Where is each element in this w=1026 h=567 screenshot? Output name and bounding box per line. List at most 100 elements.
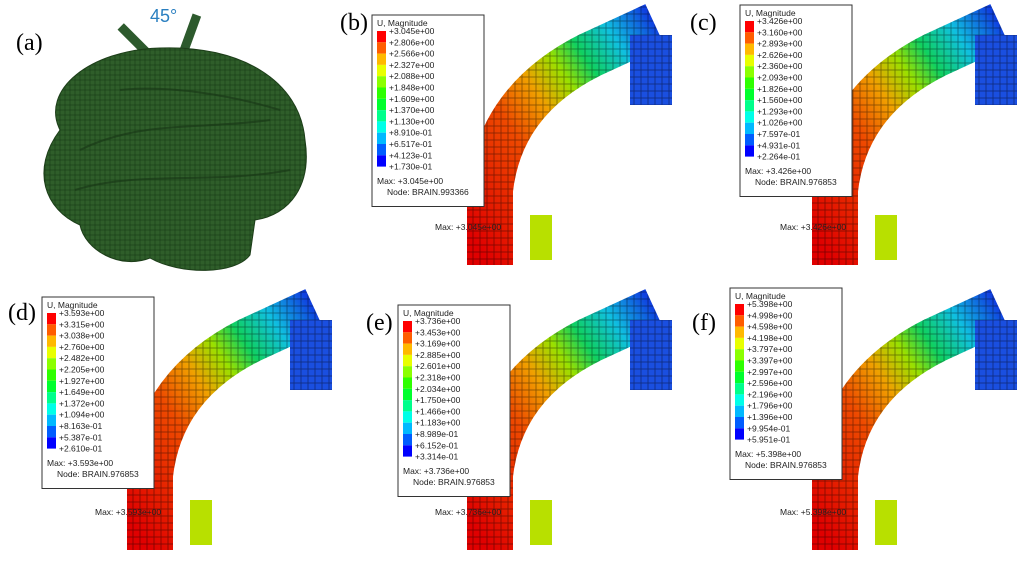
legend-swatch <box>377 53 386 65</box>
legend-value: +2.997e+00 <box>747 367 793 377</box>
legend-value: +2.327e+00 <box>389 60 435 70</box>
legend-swatch <box>47 335 56 347</box>
legend-swatch <box>735 326 744 338</box>
max-marker: Max: +5.398e+00 <box>780 507 846 517</box>
legend-value: +1.826e+00 <box>757 84 803 94</box>
max-marker: Max: +3.593e+00 <box>95 507 161 517</box>
max-marker: Max: +3.736e+00 <box>435 507 501 517</box>
max-marker: Max: +3.426e+00 <box>780 222 846 232</box>
legend-value: +2.196e+00 <box>747 389 793 399</box>
legend-value: +4.998e+00 <box>747 310 793 320</box>
result-panel: Max: +3.426e+00 (c) U, Magnitude+3.426e+00… <box>690 4 1017 265</box>
legend-value: +2.566e+00 <box>389 49 435 59</box>
legend-swatch <box>735 349 744 361</box>
legend-swatch <box>47 403 56 415</box>
legend-box <box>739 4 853 197</box>
arch-voxels <box>467 4 665 265</box>
legend-swatch <box>47 313 56 325</box>
panel-label: (c) <box>690 10 717 36</box>
legend-title: U, Magnitude <box>403 308 454 318</box>
legend-swatch <box>745 145 754 157</box>
legend-swatch <box>735 428 744 440</box>
legend-value: +2.626e+00 <box>757 50 803 60</box>
legend-value: +1.130e+00 <box>389 116 435 126</box>
legend-value: +9.954e-01 <box>747 423 791 433</box>
legend-value: +8.910e-01 <box>389 128 433 138</box>
arch-block-voxels <box>630 320 672 390</box>
legend-node: Node: BRAIN.976853 <box>57 469 139 479</box>
legend-swatch <box>47 380 56 393</box>
legend-value: +5.398e+00 <box>747 299 793 309</box>
legend-swatch <box>745 32 754 44</box>
legend-swatch <box>377 155 386 167</box>
legend-value: +3.169e+00 <box>415 339 461 349</box>
arch-block-voxels <box>975 320 1017 390</box>
legend-value: +1.649e+00 <box>59 387 105 397</box>
legend-value: +3.593e+00 <box>59 308 105 318</box>
legend-swatch <box>745 66 754 78</box>
legend-value: +2.093e+00 <box>757 73 803 83</box>
legend-value: +1.796e+00 <box>747 401 793 411</box>
legend-max: Max: +5.398e+00 <box>735 449 801 459</box>
legend-swatch <box>735 417 744 429</box>
legend-swatch <box>377 132 386 144</box>
legend-swatch <box>47 392 56 404</box>
legend-swatch <box>745 54 754 67</box>
legend-swatch <box>735 315 744 327</box>
legend-title: U, Magnitude <box>377 18 428 28</box>
legend-swatch <box>47 426 56 438</box>
legend-swatch <box>745 88 754 101</box>
legend-value: +3.426e+00 <box>757 16 803 26</box>
legend-value: +5.387e-01 <box>59 432 103 442</box>
legend-node: Node: BRAIN.976853 <box>413 477 495 487</box>
legend-swatch <box>745 122 754 134</box>
legend-value: +1.466e+00 <box>415 406 461 416</box>
legend-value: +1.372e+00 <box>59 398 105 408</box>
legend-value: +6.517e-01 <box>389 139 433 149</box>
legend-node: Node: BRAIN.976853 <box>745 460 827 470</box>
legend-swatch <box>47 369 56 381</box>
legend-swatch <box>745 43 754 55</box>
legend-value: +3.045e+00 <box>389 26 435 36</box>
legend-swatch <box>403 343 412 355</box>
legend-swatch <box>403 354 412 367</box>
legend-swatch <box>377 87 386 99</box>
legend-swatch <box>735 383 744 395</box>
result-panel: Max: +3.045e+00 (b) U, Magnitude+3.045e+00… <box>340 4 672 265</box>
legend-value: +1.927e+00 <box>59 376 105 386</box>
legend-title: U, Magnitude <box>735 291 786 301</box>
brain-voxels <box>43 47 307 271</box>
legend-swatch <box>745 21 754 33</box>
legend-swatch <box>377 42 386 54</box>
legend-value: +2.806e+00 <box>389 37 435 47</box>
legend-value: +2.205e+00 <box>59 365 105 375</box>
legend-node: Node: BRAIN.993366 <box>387 187 469 197</box>
legend-value: +1.026e+00 <box>757 118 803 128</box>
legend-node: Node: BRAIN.976853 <box>755 177 837 187</box>
legend-value: +4.123e-01 <box>389 150 433 160</box>
legend-swatch <box>403 434 412 446</box>
legend-value: +2.318e+00 <box>415 373 461 383</box>
legend-value: +2.893e+00 <box>757 39 803 49</box>
legend-value: +3.314e-01 <box>415 452 459 462</box>
legend-value: +3.397e+00 <box>747 356 793 366</box>
legend-value: +6.152e-01 <box>415 440 459 450</box>
legend-swatch <box>735 405 744 417</box>
legend-value: +5.951e-01 <box>747 435 791 445</box>
arch-foot <box>875 215 897 260</box>
panel-label: (f) <box>692 310 716 336</box>
legend-swatch <box>735 360 744 372</box>
arch-foot <box>530 215 552 260</box>
legend-value: +4.598e+00 <box>747 322 793 332</box>
legend-value: +2.760e+00 <box>59 342 105 352</box>
legend-swatch <box>735 337 744 350</box>
legend-swatch <box>403 445 412 457</box>
result-panel: Max: +3.736e+00 (e) U, Magnitude+3.736e+00… <box>366 289 672 550</box>
legend-value: +3.315e+00 <box>59 319 105 329</box>
legend-box <box>41 296 155 489</box>
legend-value: +1.848e+00 <box>389 83 435 93</box>
brain-fold <box>74 87 291 191</box>
legend-title: U, Magnitude <box>745 8 796 18</box>
legend-swatch <box>735 371 744 384</box>
